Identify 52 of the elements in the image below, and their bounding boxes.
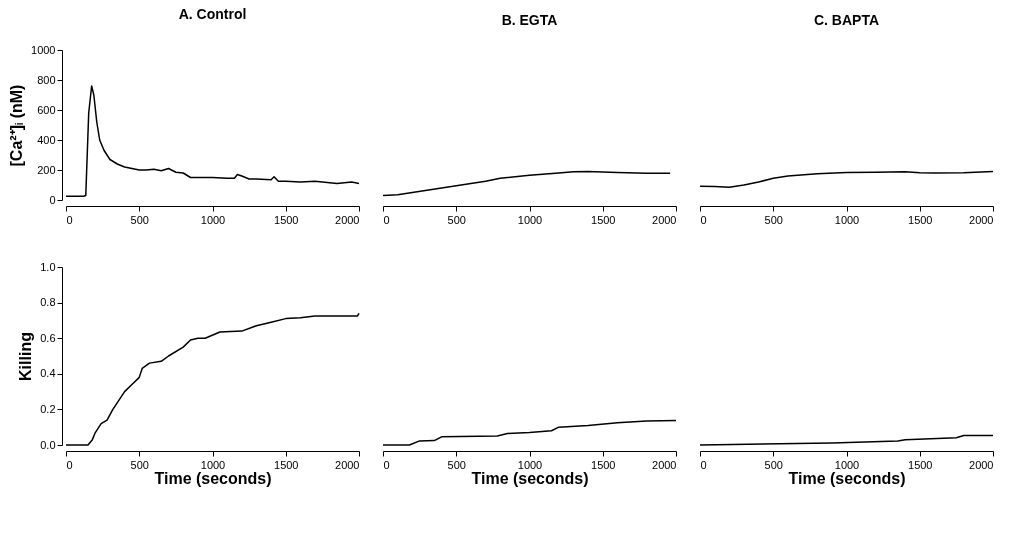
x-tick-label: 0 [66, 458, 73, 471]
x-tick-label: 1500 [908, 213, 933, 226]
x-tick-label: 1000 [200, 213, 226, 226]
x-axis-title: Time (seconds) [788, 469, 906, 487]
y-tick-label: 400 [37, 133, 56, 146]
x-tick-label: 0 [383, 213, 390, 226]
x-tick-label: 2000 [335, 458, 360, 471]
x-tick-label: 1000 [517, 458, 543, 471]
x-tick-label: 2000 [969, 213, 994, 226]
x-tick-label: 500 [130, 458, 149, 471]
x-tick-label: 500 [764, 213, 783, 226]
y-tick-label: 0.4 [40, 367, 56, 380]
y-tick-label: 0 [49, 193, 56, 206]
y-tick-label: 0.0 [40, 438, 56, 451]
y-tick-label: 200 [37, 163, 56, 176]
chart-title: C. BAPTA [813, 12, 880, 28]
x-axis-title: Time (seconds) [471, 469, 589, 487]
x-tick-label: 1500 [274, 458, 299, 471]
x-tick-label: 2000 [652, 458, 677, 471]
line-series [65, 312, 360, 446]
x-tick-label: 0 [383, 458, 390, 471]
x-tick-label: 1500 [591, 458, 616, 471]
x-tick-label: 0 [700, 458, 707, 471]
x-tick-label: 500 [130, 213, 149, 226]
x-tick-label: 1000 [834, 458, 860, 471]
x-tick-label: 500 [764, 458, 783, 471]
y-tick-label: 1.0 [40, 260, 56, 273]
x-axis-title: Time (seconds) [154, 469, 272, 487]
x-tick-label: 500 [447, 213, 466, 226]
y-tick-label: 800 [37, 73, 56, 86]
x-tick-label: 0 [700, 213, 707, 226]
y-tick-label: 0.6 [40, 331, 56, 344]
y-tick-label: 600 [37, 103, 56, 116]
x-tick-label: 1000 [200, 458, 226, 471]
x-tick-label: 2000 [335, 213, 360, 226]
y-tick-label: 0.2 [40, 402, 56, 415]
chart-title: B. EGTA [501, 12, 558, 28]
x-tick-label: 1000 [517, 213, 543, 226]
y-tick-label: 0.8 [40, 296, 56, 309]
x-tick-label: 2000 [969, 458, 994, 471]
x-tick-label: 1500 [591, 213, 616, 226]
y-axis-title: [Ca²⁺]ᵢ (nM) [8, 84, 26, 167]
y-tick-label: 1000 [31, 43, 56, 56]
x-tick-label: 0 [66, 213, 73, 226]
x-tick-label: 2000 [652, 213, 677, 226]
chart-title: A. Control [178, 6, 247, 22]
x-tick-label: 1000 [834, 213, 860, 226]
line-series [65, 85, 360, 197]
x-tick-label: 1500 [274, 213, 299, 226]
x-tick-label: 500 [447, 458, 466, 471]
x-tick-label: 1500 [908, 458, 933, 471]
y-axis-title: Killing [17, 332, 35, 381]
